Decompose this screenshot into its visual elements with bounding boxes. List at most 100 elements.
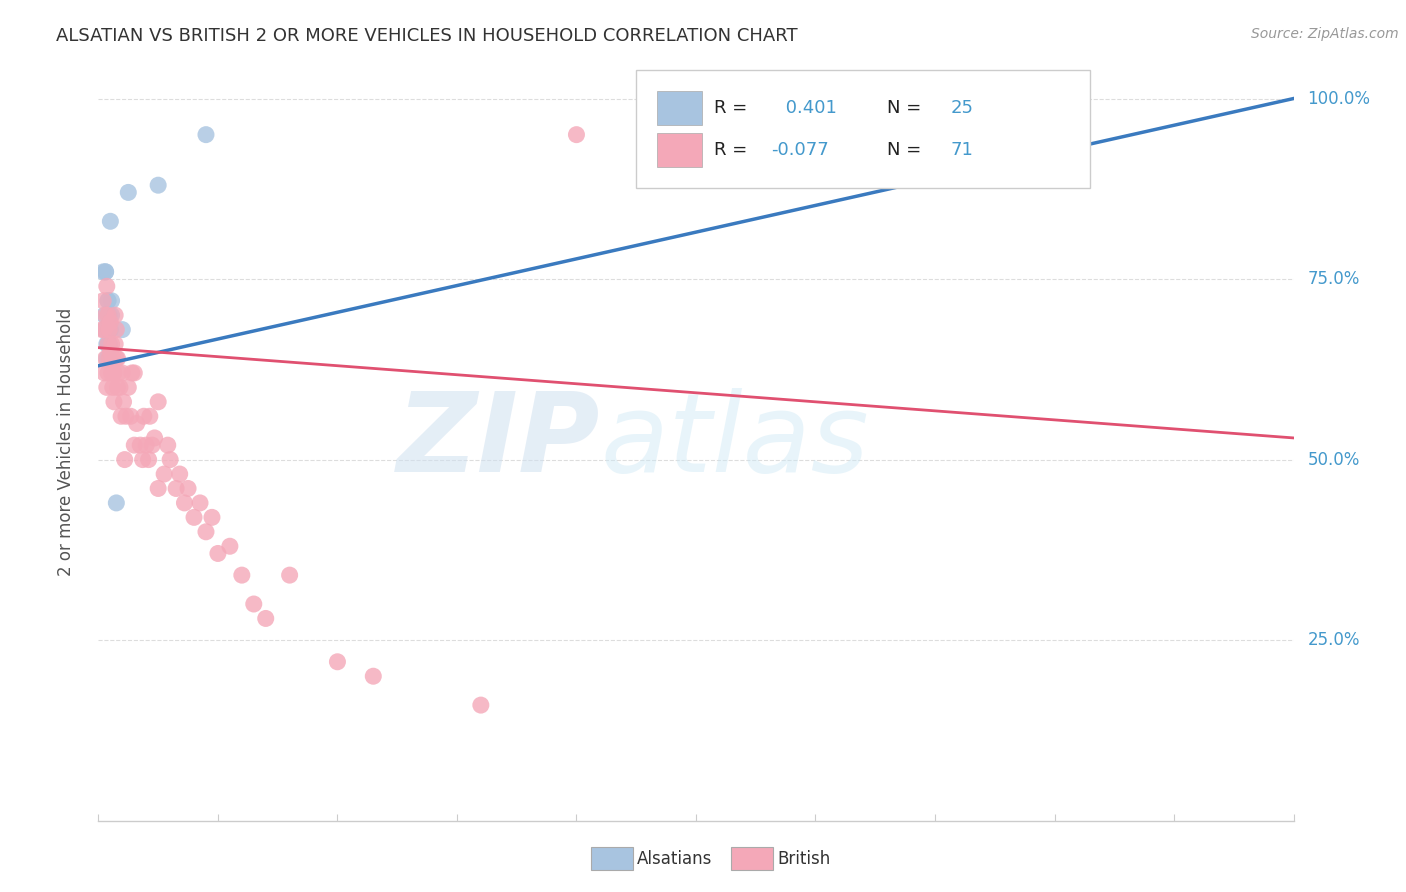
Point xyxy=(114,452,136,467)
Y-axis label: 2 or more Vehicles in Household: 2 or more Vehicles in Household xyxy=(56,308,75,575)
Text: N =: N = xyxy=(887,141,927,159)
Point xyxy=(107,380,129,394)
Point xyxy=(93,323,115,337)
Point xyxy=(254,611,277,625)
Point xyxy=(101,351,124,366)
Point xyxy=(108,380,131,394)
Point xyxy=(98,214,122,228)
Point xyxy=(98,323,122,337)
Point xyxy=(278,568,301,582)
Point xyxy=(111,323,134,337)
Text: Alsatians: Alsatians xyxy=(637,850,713,868)
Point xyxy=(107,366,129,380)
Point xyxy=(105,323,128,337)
Point xyxy=(201,510,224,524)
Text: ALSATIAN VS BRITISH 2 OR MORE VEHICLES IN HOUSEHOLD CORRELATION CHART: ALSATIAN VS BRITISH 2 OR MORE VEHICLES I… xyxy=(56,27,797,45)
Point xyxy=(98,323,121,337)
Point xyxy=(363,669,385,683)
Point xyxy=(132,409,155,424)
Point xyxy=(91,323,114,337)
Point xyxy=(94,308,117,322)
Point xyxy=(135,438,157,452)
Point xyxy=(141,438,163,452)
Point xyxy=(165,482,187,496)
Point xyxy=(195,524,218,539)
Text: atlas: atlas xyxy=(600,388,869,495)
Point xyxy=(97,293,120,308)
Text: ZIP: ZIP xyxy=(396,388,600,495)
Point xyxy=(153,467,176,481)
Point xyxy=(177,482,200,496)
Point xyxy=(101,380,124,394)
Point xyxy=(148,178,170,193)
Text: R =: R = xyxy=(714,99,752,117)
Point xyxy=(97,337,120,351)
Point xyxy=(98,351,121,366)
Point xyxy=(470,698,492,712)
Point xyxy=(98,344,122,359)
Point xyxy=(100,366,122,380)
Point xyxy=(93,308,115,322)
Text: British: British xyxy=(778,850,831,868)
Point xyxy=(94,351,117,366)
Text: R =: R = xyxy=(714,141,752,159)
Bar xyxy=(657,91,702,125)
Point xyxy=(107,351,129,366)
Point xyxy=(96,279,118,293)
Point xyxy=(148,394,170,409)
Point xyxy=(207,546,229,560)
Point xyxy=(148,482,170,496)
Point xyxy=(96,351,118,366)
Text: 100.0%: 100.0% xyxy=(1308,89,1371,108)
Point xyxy=(91,265,114,279)
Point xyxy=(326,655,349,669)
Point xyxy=(231,568,253,582)
Text: 71: 71 xyxy=(950,141,973,159)
Point xyxy=(183,510,205,524)
Point xyxy=(97,337,120,351)
Point xyxy=(124,366,146,380)
Point xyxy=(100,293,122,308)
Point xyxy=(100,337,122,351)
Point xyxy=(129,438,152,452)
Point xyxy=(117,186,139,200)
Point xyxy=(104,308,127,322)
Point xyxy=(110,409,132,424)
Point xyxy=(98,315,122,329)
Point xyxy=(98,337,121,351)
Point xyxy=(97,308,120,322)
Text: -0.077: -0.077 xyxy=(772,141,830,159)
Point xyxy=(131,452,153,467)
Point xyxy=(93,366,115,380)
Point xyxy=(93,323,115,337)
Point xyxy=(105,496,128,510)
Text: N =: N = xyxy=(887,99,927,117)
Point xyxy=(104,337,127,351)
Point xyxy=(97,293,120,308)
Point xyxy=(121,366,143,380)
Point xyxy=(98,308,121,322)
Point xyxy=(169,467,191,481)
Point xyxy=(124,438,146,452)
Point xyxy=(115,409,138,424)
Point xyxy=(98,351,121,366)
Point xyxy=(94,265,117,279)
Text: Source: ZipAtlas.com: Source: ZipAtlas.com xyxy=(1251,27,1399,41)
Bar xyxy=(657,133,702,167)
Point xyxy=(105,351,128,366)
Point xyxy=(98,337,121,351)
Point xyxy=(97,308,120,322)
Point xyxy=(159,452,181,467)
Point xyxy=(98,323,122,337)
Point xyxy=(143,431,166,445)
Point xyxy=(112,394,135,409)
Point xyxy=(91,293,114,308)
Point xyxy=(96,337,118,351)
Text: 0.401: 0.401 xyxy=(780,99,837,117)
FancyBboxPatch shape xyxy=(637,70,1091,187)
Point xyxy=(100,308,122,322)
Point xyxy=(156,438,179,452)
Text: 50.0%: 50.0% xyxy=(1308,450,1360,468)
Point xyxy=(565,128,588,142)
Point xyxy=(219,539,242,553)
